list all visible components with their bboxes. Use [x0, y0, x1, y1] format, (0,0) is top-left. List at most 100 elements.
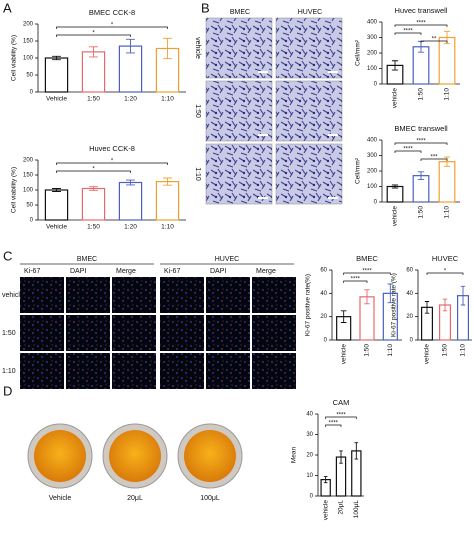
significance-bracket — [325, 424, 342, 427]
significance-label: * — [111, 23, 114, 29]
x-tick-label: vehicle — [392, 206, 399, 227]
fluorescence-image — [20, 353, 64, 389]
photo-label: 100μL — [200, 495, 220, 502]
significance-bracket — [343, 280, 368, 283]
error-bar — [340, 310, 347, 323]
fluorescence-image — [20, 315, 64, 351]
y-tick-label: 0 — [30, 90, 34, 96]
significance-bracket — [56, 34, 131, 37]
significance-label: **** — [336, 413, 346, 419]
y-tick-label: 100 — [23, 56, 34, 62]
x-tick-label: vehicle — [340, 344, 347, 365]
error-bar — [126, 179, 135, 186]
error-bar — [417, 171, 425, 180]
error-bar — [163, 177, 172, 186]
group-header: BMEC — [77, 256, 97, 263]
micrograph — [205, 17, 273, 79]
y-tick-label: 300 — [367, 35, 378, 41]
x-tick-label: 1:50 — [87, 224, 100, 231]
fluorescence-image — [112, 277, 156, 313]
x-tick-label: 100μL — [353, 500, 360, 519]
fluorescence-image — [66, 315, 110, 351]
error-bar — [443, 156, 451, 167]
y-tick-label: 100 — [23, 188, 34, 194]
row-label: 1:10 — [2, 368, 16, 375]
cam-membrane — [109, 430, 161, 482]
x-tick-label: 1:20 — [124, 96, 137, 103]
significance-bracket — [343, 272, 391, 275]
x-tick-label: 1:50 — [364, 344, 371, 357]
column-header: DAPI — [70, 268, 86, 275]
fluorescence-image — [112, 315, 156, 351]
panel-label: B — [201, 0, 210, 15]
x-tick-label: Vehicle — [46, 96, 67, 103]
micrograph — [275, 17, 343, 79]
row-label: 1:10 — [194, 167, 201, 181]
scale-bar — [258, 134, 268, 136]
significance-bracket — [394, 24, 448, 27]
significance-label: * — [92, 167, 95, 173]
row-label: 1:50 — [2, 330, 16, 337]
cam-membrane — [34, 430, 86, 482]
significance-label: **** — [416, 139, 426, 145]
error-bar — [89, 186, 98, 191]
significance-bracket — [426, 272, 464, 275]
significance-label: * — [111, 159, 114, 165]
column-header: Ki-67 — [164, 268, 180, 275]
significance-label: **** — [351, 277, 361, 283]
significance-bracket — [394, 32, 422, 35]
x-tick-label: 1:10 — [387, 344, 394, 357]
column-header: HUVEC — [298, 9, 323, 16]
significance-bracket — [394, 142, 448, 145]
error-bar — [460, 285, 466, 306]
y-axis-label: Cell/mm² — [355, 157, 362, 184]
y-tick-label: 0 — [374, 200, 378, 206]
y-tick-label: 200 — [23, 22, 34, 28]
x-tick-label: 1:20 — [124, 224, 137, 231]
x-tick-label: 1:50 — [418, 206, 425, 219]
micrograph — [205, 143, 273, 205]
error-bar — [387, 283, 394, 304]
x-tick-label: vehicle — [322, 500, 329, 521]
significance-label: * — [92, 31, 95, 37]
y-tick-label: 100 — [367, 66, 378, 72]
bar — [155, 181, 180, 221]
column-header: Merge — [256, 268, 276, 275]
y-axis-label: Ki-67 positive rate(%) — [305, 274, 312, 336]
significance-bracket — [420, 158, 448, 161]
y-tick-label: 400 — [367, 138, 378, 144]
significance-bracket — [394, 150, 422, 153]
y-tick-label: 150 — [23, 39, 34, 45]
error-bar — [442, 298, 448, 312]
x-tick-label: 1:10 — [161, 224, 174, 231]
y-tick-label: 0 — [324, 338, 328, 344]
significance-label: * — [444, 269, 447, 275]
fluorescence-image — [20, 277, 64, 313]
scale-bar — [258, 71, 268, 73]
fluorescence-image — [252, 315, 296, 351]
y-tick-label: 60 — [406, 268, 413, 274]
error-bar — [424, 301, 430, 314]
micrograph — [275, 143, 343, 205]
y-tick-label: 40 — [320, 291, 327, 297]
significance-bracket — [420, 40, 448, 43]
column-header: Ki-67 — [24, 268, 40, 275]
y-tick-label: 20 — [406, 314, 413, 320]
error-bar — [391, 60, 399, 71]
significance-bracket — [56, 170, 131, 173]
y-axis-label: Cell/mm² — [355, 39, 362, 66]
error-bar — [339, 450, 343, 464]
y-tick-label: 100 — [367, 184, 378, 190]
x-tick-label: 1:50 — [418, 88, 425, 101]
error-bar — [89, 46, 98, 58]
fluorescence-image — [206, 315, 250, 351]
column-header: BMEC — [230, 9, 250, 16]
bar — [438, 161, 456, 203]
significance-label: **** — [403, 29, 413, 35]
y-tick-label: 0 — [310, 494, 314, 500]
column-header: Merge — [116, 268, 136, 275]
scale-bar — [258, 197, 268, 199]
y-tick-label: 30 — [306, 432, 313, 438]
error-bar — [163, 37, 172, 60]
chart-title: CAM — [333, 398, 350, 407]
